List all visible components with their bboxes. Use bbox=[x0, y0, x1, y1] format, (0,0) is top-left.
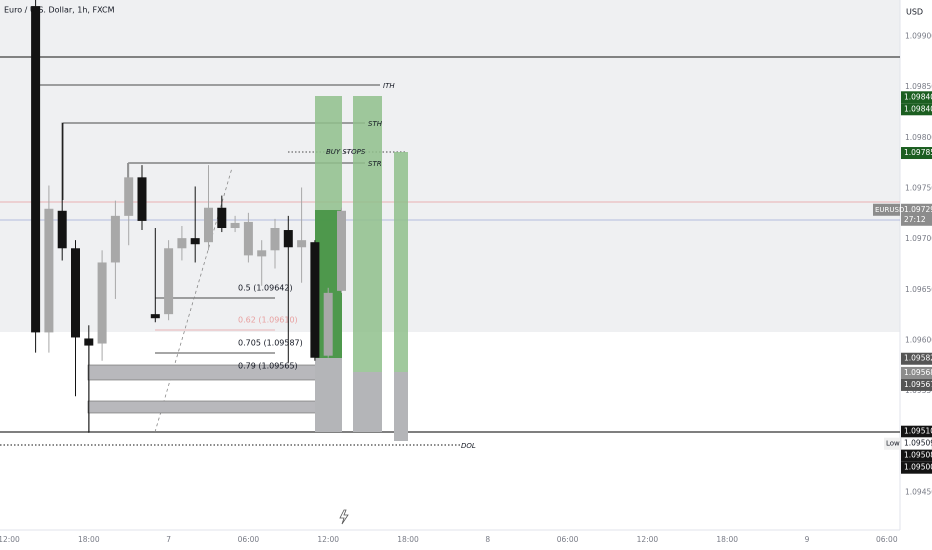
candle-body bbox=[57, 210, 67, 249]
badge-tag-label: EURUSD bbox=[875, 206, 904, 214]
price-badge bbox=[901, 352, 932, 365]
candle-body bbox=[283, 230, 293, 248]
x-tick-label: 12:00 bbox=[0, 535, 20, 544]
badge-tag-label: Low bbox=[886, 440, 900, 448]
badge-tag bbox=[884, 437, 900, 450]
candle-body bbox=[270, 228, 280, 251]
annotation: STH bbox=[368, 120, 383, 128]
x-tick-label: 06:00 bbox=[876, 535, 898, 544]
candle-body bbox=[323, 292, 333, 356]
fib-label: 0.705 (1.09587) bbox=[238, 339, 303, 348]
chart-title: Euro / U.S. Dollar, 1h, FXCM bbox=[4, 6, 115, 15]
x-tick-label: 18:00 bbox=[78, 535, 100, 544]
price-badge-label: 1.09509 bbox=[904, 439, 932, 448]
y-tick-label: 1.09600 bbox=[905, 335, 932, 344]
candle-body bbox=[110, 215, 120, 263]
price-badge bbox=[901, 203, 932, 226]
candle-body bbox=[310, 242, 320, 358]
x-tick-label: 12:00 bbox=[637, 535, 659, 544]
candle-body bbox=[204, 207, 213, 243]
zone-background bbox=[0, 0, 900, 332]
y-tick-label: 1.09800 bbox=[905, 133, 932, 142]
x-tick-label: 06:00 bbox=[557, 535, 579, 544]
x-tick-label: 18:00 bbox=[397, 535, 419, 544]
countdown-label: 27:12 bbox=[904, 215, 926, 224]
x-tick-label: 12:00 bbox=[317, 535, 339, 544]
annotation: STR bbox=[368, 160, 382, 168]
candle-body bbox=[31, 6, 41, 333]
candle-body bbox=[190, 238, 200, 245]
price-badge bbox=[901, 425, 932, 438]
price-badge bbox=[901, 378, 932, 391]
price-badge-label: 1.09568 bbox=[904, 368, 932, 377]
x-tick-label: 9 bbox=[805, 535, 810, 544]
price-badge-label: 1.09567 bbox=[904, 380, 932, 389]
candle-body bbox=[84, 338, 94, 346]
price-badge-label: 1.09840 bbox=[904, 92, 932, 101]
candle-body bbox=[137, 177, 147, 221]
x-tick-label: 8 bbox=[485, 535, 490, 544]
price-badge bbox=[901, 91, 932, 104]
price-badge-label: 1.09510 bbox=[904, 427, 932, 436]
y-tick-label: 1.09650 bbox=[905, 285, 932, 294]
y-tick-label: 1.09900 bbox=[905, 31, 932, 40]
order-blocks bbox=[87, 364, 329, 414]
candle-body bbox=[71, 248, 80, 338]
y-tick-label: 1.09450 bbox=[905, 488, 932, 497]
candle-body bbox=[217, 207, 227, 229]
y-tick-label: 1.09750 bbox=[905, 183, 932, 192]
fib-label: 0.62 (1.09610) bbox=[238, 316, 298, 325]
x-tick-label: 7 bbox=[166, 535, 171, 544]
price-badge bbox=[901, 147, 932, 160]
x-tick-label: 18:00 bbox=[716, 535, 738, 544]
candle-body bbox=[164, 248, 174, 315]
price-badge-label: 1.09500 bbox=[904, 463, 932, 472]
annotation: BUY STOPS bbox=[326, 148, 366, 156]
currency-label: USD bbox=[906, 8, 923, 17]
replay-icon[interactable] bbox=[339, 509, 349, 525]
price-badge-label: 1.09729 bbox=[904, 205, 932, 214]
badge-tag bbox=[873, 203, 900, 216]
candle-body bbox=[243, 221, 253, 256]
annotation: DOL bbox=[461, 442, 476, 450]
candle-body bbox=[97, 262, 107, 344]
price-badge-label: 1.09582 bbox=[904, 354, 932, 363]
price-badge bbox=[901, 449, 932, 462]
fib-label: 0.79 (1.09565) bbox=[238, 362, 298, 371]
x-tick-label: 06:00 bbox=[238, 535, 260, 544]
price-badge bbox=[901, 366, 932, 379]
price-badge bbox=[901, 103, 932, 116]
candle-body bbox=[297, 240, 307, 248]
y-tick-label: 1.09850 bbox=[905, 82, 932, 91]
candle-body bbox=[44, 208, 54, 333]
price-badge-label: 1.09785 bbox=[904, 148, 932, 157]
candle-body bbox=[150, 314, 160, 319]
annotation: ITH bbox=[383, 82, 395, 90]
candle-body bbox=[177, 238, 187, 249]
price-badge-label: 1.09508 bbox=[904, 451, 932, 460]
candle-body bbox=[230, 222, 240, 229]
price-badge bbox=[901, 461, 932, 474]
candle-body bbox=[337, 210, 346, 291]
candle-body bbox=[257, 250, 267, 257]
candle-body bbox=[124, 177, 134, 216]
y-tick-label: 1.09700 bbox=[905, 234, 932, 243]
price-badge-label: 1.09840 bbox=[904, 104, 932, 113]
fib-label: 0.5 (1.09642) bbox=[238, 284, 293, 293]
